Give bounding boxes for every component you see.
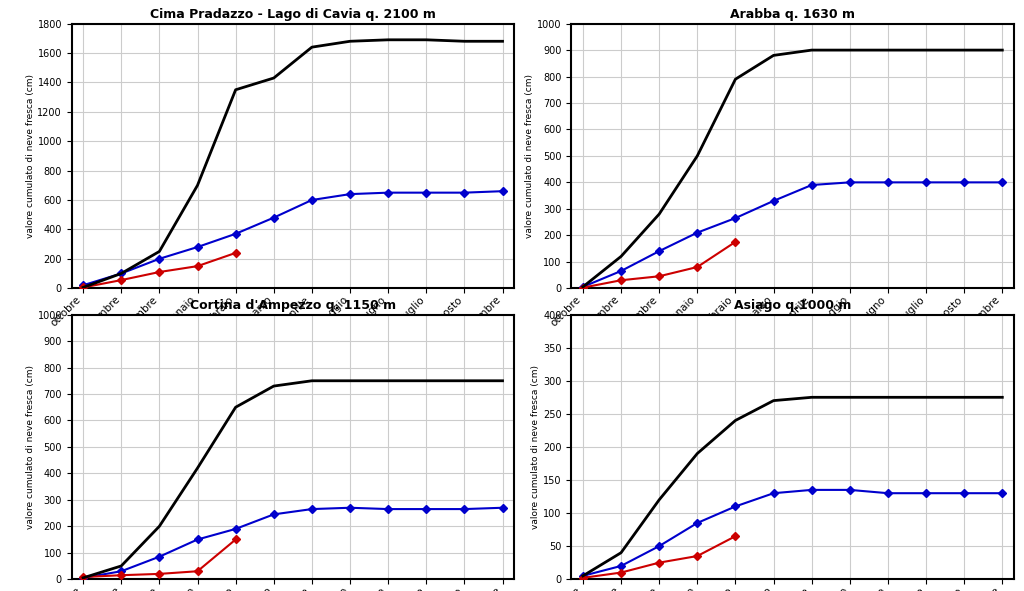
Y-axis label: valore cumulato di neve fresca (cm): valore cumulato di neve fresca (cm)	[26, 365, 35, 529]
Title: Arabba q. 1630 m: Arabba q. 1630 m	[730, 8, 855, 21]
Y-axis label: valore cumulato di neve fresca (cm): valore cumulato di neve fresca (cm)	[525, 74, 535, 238]
Title: Cortina d'Ampezzo q. 1150 m: Cortina d'Ampezzo q. 1150 m	[189, 299, 396, 312]
Legend: media  1970-2014, stagione 2018- 2019, Stagione 1950 -1951: media 1970-2014, stagione 2018- 2019, St…	[90, 404, 496, 424]
Title: Cima Pradazzo - Lago di Cavia q. 2100 m: Cima Pradazzo - Lago di Cavia q. 2100 m	[150, 8, 436, 21]
Title: Asiago q.1000 m: Asiago q.1000 m	[734, 299, 851, 312]
Y-axis label: valore cumulato di neve fresca (cm): valore cumulato di neve fresca (cm)	[531, 365, 541, 529]
Y-axis label: valore cumulato di neve fresca (cm): valore cumulato di neve fresca (cm)	[26, 74, 35, 238]
Legend: media  1970-2014, stagione 2018- 2019, Stagione 1950-1951: media 1970-2014, stagione 2018- 2019, St…	[592, 404, 993, 424]
